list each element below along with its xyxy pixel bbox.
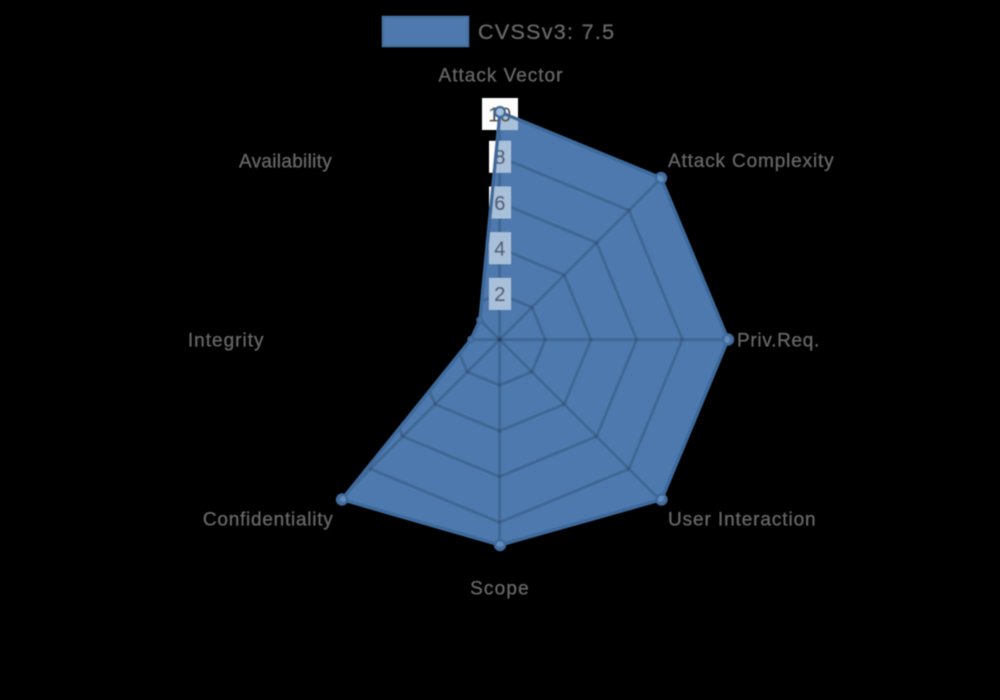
- svg-text:Confidentiality: Confidentiality: [203, 509, 334, 530]
- svg-text:Scope: Scope: [470, 578, 530, 599]
- svg-text:2: 2: [494, 284, 506, 306]
- svg-text:Integrity: Integrity: [188, 331, 265, 352]
- svg-text:Attack Complexity: Attack Complexity: [668, 151, 835, 172]
- svg-text:CVSSv3: 7.5: CVSSv3: 7.5: [478, 20, 615, 44]
- svg-text:8: 8: [494, 147, 506, 169]
- svg-text:User Interaction: User Interaction: [668, 510, 817, 531]
- svg-text:Attack Vector: Attack Vector: [439, 66, 564, 87]
- svg-text:4: 4: [494, 239, 506, 261]
- svg-text:Availability: Availability: [239, 151, 332, 172]
- svg-text:6: 6: [494, 193, 506, 215]
- svg-text:Priv.Req.: Priv.Req.: [737, 330, 820, 351]
